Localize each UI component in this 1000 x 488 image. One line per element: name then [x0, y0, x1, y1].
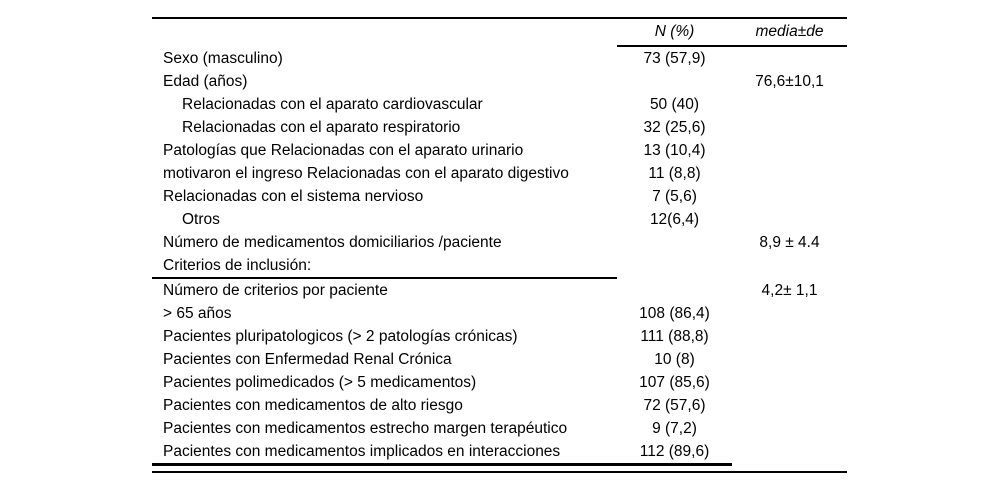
row-label: Sexo (masculino) [163, 49, 283, 67]
table-row: Sexo (masculino) 73 (57,9) [152, 47, 847, 70]
table-row: motivaron el ingreso Relacionadas con el… [152, 162, 847, 185]
row-label: Pacientes con medicamentos estrecho marg… [163, 419, 568, 437]
row-label: Pacientes con medicamentos implicados en… [163, 442, 561, 460]
table-row: Pacientes polimedicados (> 5 medicamento… [152, 371, 847, 394]
row-label: > 65 años [163, 304, 232, 322]
table-row: Relacionadas con el aparato cardiovascul… [152, 93, 847, 116]
table-row: > 65 años 108 (86,4) [152, 302, 847, 325]
cell-media: 4,2± 1,1 [761, 281, 818, 299]
row-label: Pacientes pluripatologicos (> 2 patologí… [163, 327, 518, 345]
top-rule [152, 17, 847, 19]
row-label: Pacientes con medicamentos de alto riesg… [163, 396, 463, 414]
table-header: N (%) media±de [152, 19, 847, 45]
cell-n: 72 (57,6) [643, 396, 706, 414]
mid-rule [152, 277, 617, 279]
row-label: Otros [182, 210, 220, 228]
cell-n: 7 (5,6) [652, 187, 697, 205]
table-row: Pacientes con medicamentos de alto riesg… [152, 394, 847, 417]
row-label: Número de criterios por paciente [163, 281, 388, 299]
cell-n: 50 (40) [649, 95, 700, 113]
row-label: Patologías que Relacionadas con el apara… [163, 141, 524, 159]
table-row: Otros 12(6,4) [152, 208, 847, 231]
row-label: Relacionadas con el aparato respiratorio [182, 118, 461, 136]
cell-n: 9 (7,2) [652, 419, 697, 437]
cell-n: 12(6,4) [649, 210, 700, 228]
table-row: Edad (años) 76,6±10,1 [152, 70, 847, 93]
row-label: motivaron el ingreso Relacionadas con el… [163, 164, 569, 182]
table-row: Relacionadas con el aparato respiratorio… [152, 116, 847, 139]
row-label: Relacionadas con el sistema nervioso [163, 187, 424, 205]
row-label: Pacientes con Enfermedad Renal Crónica [163, 350, 452, 368]
cell-n: 108 (86,4) [639, 304, 710, 322]
table-row: Número de criterios por paciente 4,2± 1,1 [152, 279, 847, 302]
table-row: Patologías que Relacionadas con el apara… [152, 139, 847, 162]
cell-n: 10 (8) [654, 350, 695, 368]
table-row: Número de medicamentos domiciliarios /pa… [152, 231, 847, 254]
column-header-n: N (%) [654, 23, 695, 40]
cell-media: 8,9 ± 4.4 [759, 233, 820, 251]
cell-n: 13 (10,4) [643, 141, 706, 159]
table-row: Pacientes con Enfermedad Renal Crónica 10… [152, 348, 847, 371]
row-label: Criterios de inclusión: [163, 256, 312, 274]
header-rule [617, 45, 847, 47]
row-label: Relacionadas con el aparato cardiovascul… [182, 95, 483, 113]
cell-n: 111 (88,8) [640, 327, 709, 345]
row-label: Pacientes polimedicados (> 5 medicamento… [163, 373, 477, 391]
cell-n: 73 (57,9) [643, 49, 706, 67]
row-label: Número de medicamentos domiciliarios /pa… [163, 233, 502, 251]
cell-n: 11 (8,8) [648, 164, 701, 182]
cell-n: 107 (85,6) [639, 373, 710, 391]
table-row: Criterios de inclusión: [152, 254, 847, 277]
table-row: Pacientes con medicamentos estrecho marg… [152, 417, 847, 440]
table-section-inclusion-criteria: Número de criterios por paciente 4,2± 1,1… [152, 279, 847, 463]
thick-bottom-rule [152, 463, 732, 466]
table-row: Pacientes con medicamentos implicados en… [152, 440, 847, 463]
table-section-characteristics: Sexo (masculino) 73 (57,9) Edad (años) 76,6… [152, 47, 847, 277]
row-label: Edad (años) [163, 72, 248, 90]
table-row: Relacionadas con el sistema nervioso 7 (5… [152, 185, 847, 208]
column-header-media: media±de [755, 23, 824, 40]
results-table: N (%) media±de Sexo (masculino) 73 (57,9)… [152, 17, 847, 473]
cell-media: 76,6±10,1 [755, 72, 824, 90]
bottom-rule [152, 471, 847, 473]
cell-n: 32 (25,6) [643, 118, 706, 136]
table-row: Pacientes pluripatologicos (> 2 patologí… [152, 325, 847, 348]
cell-n: 112 (89,6) [639, 442, 710, 460]
